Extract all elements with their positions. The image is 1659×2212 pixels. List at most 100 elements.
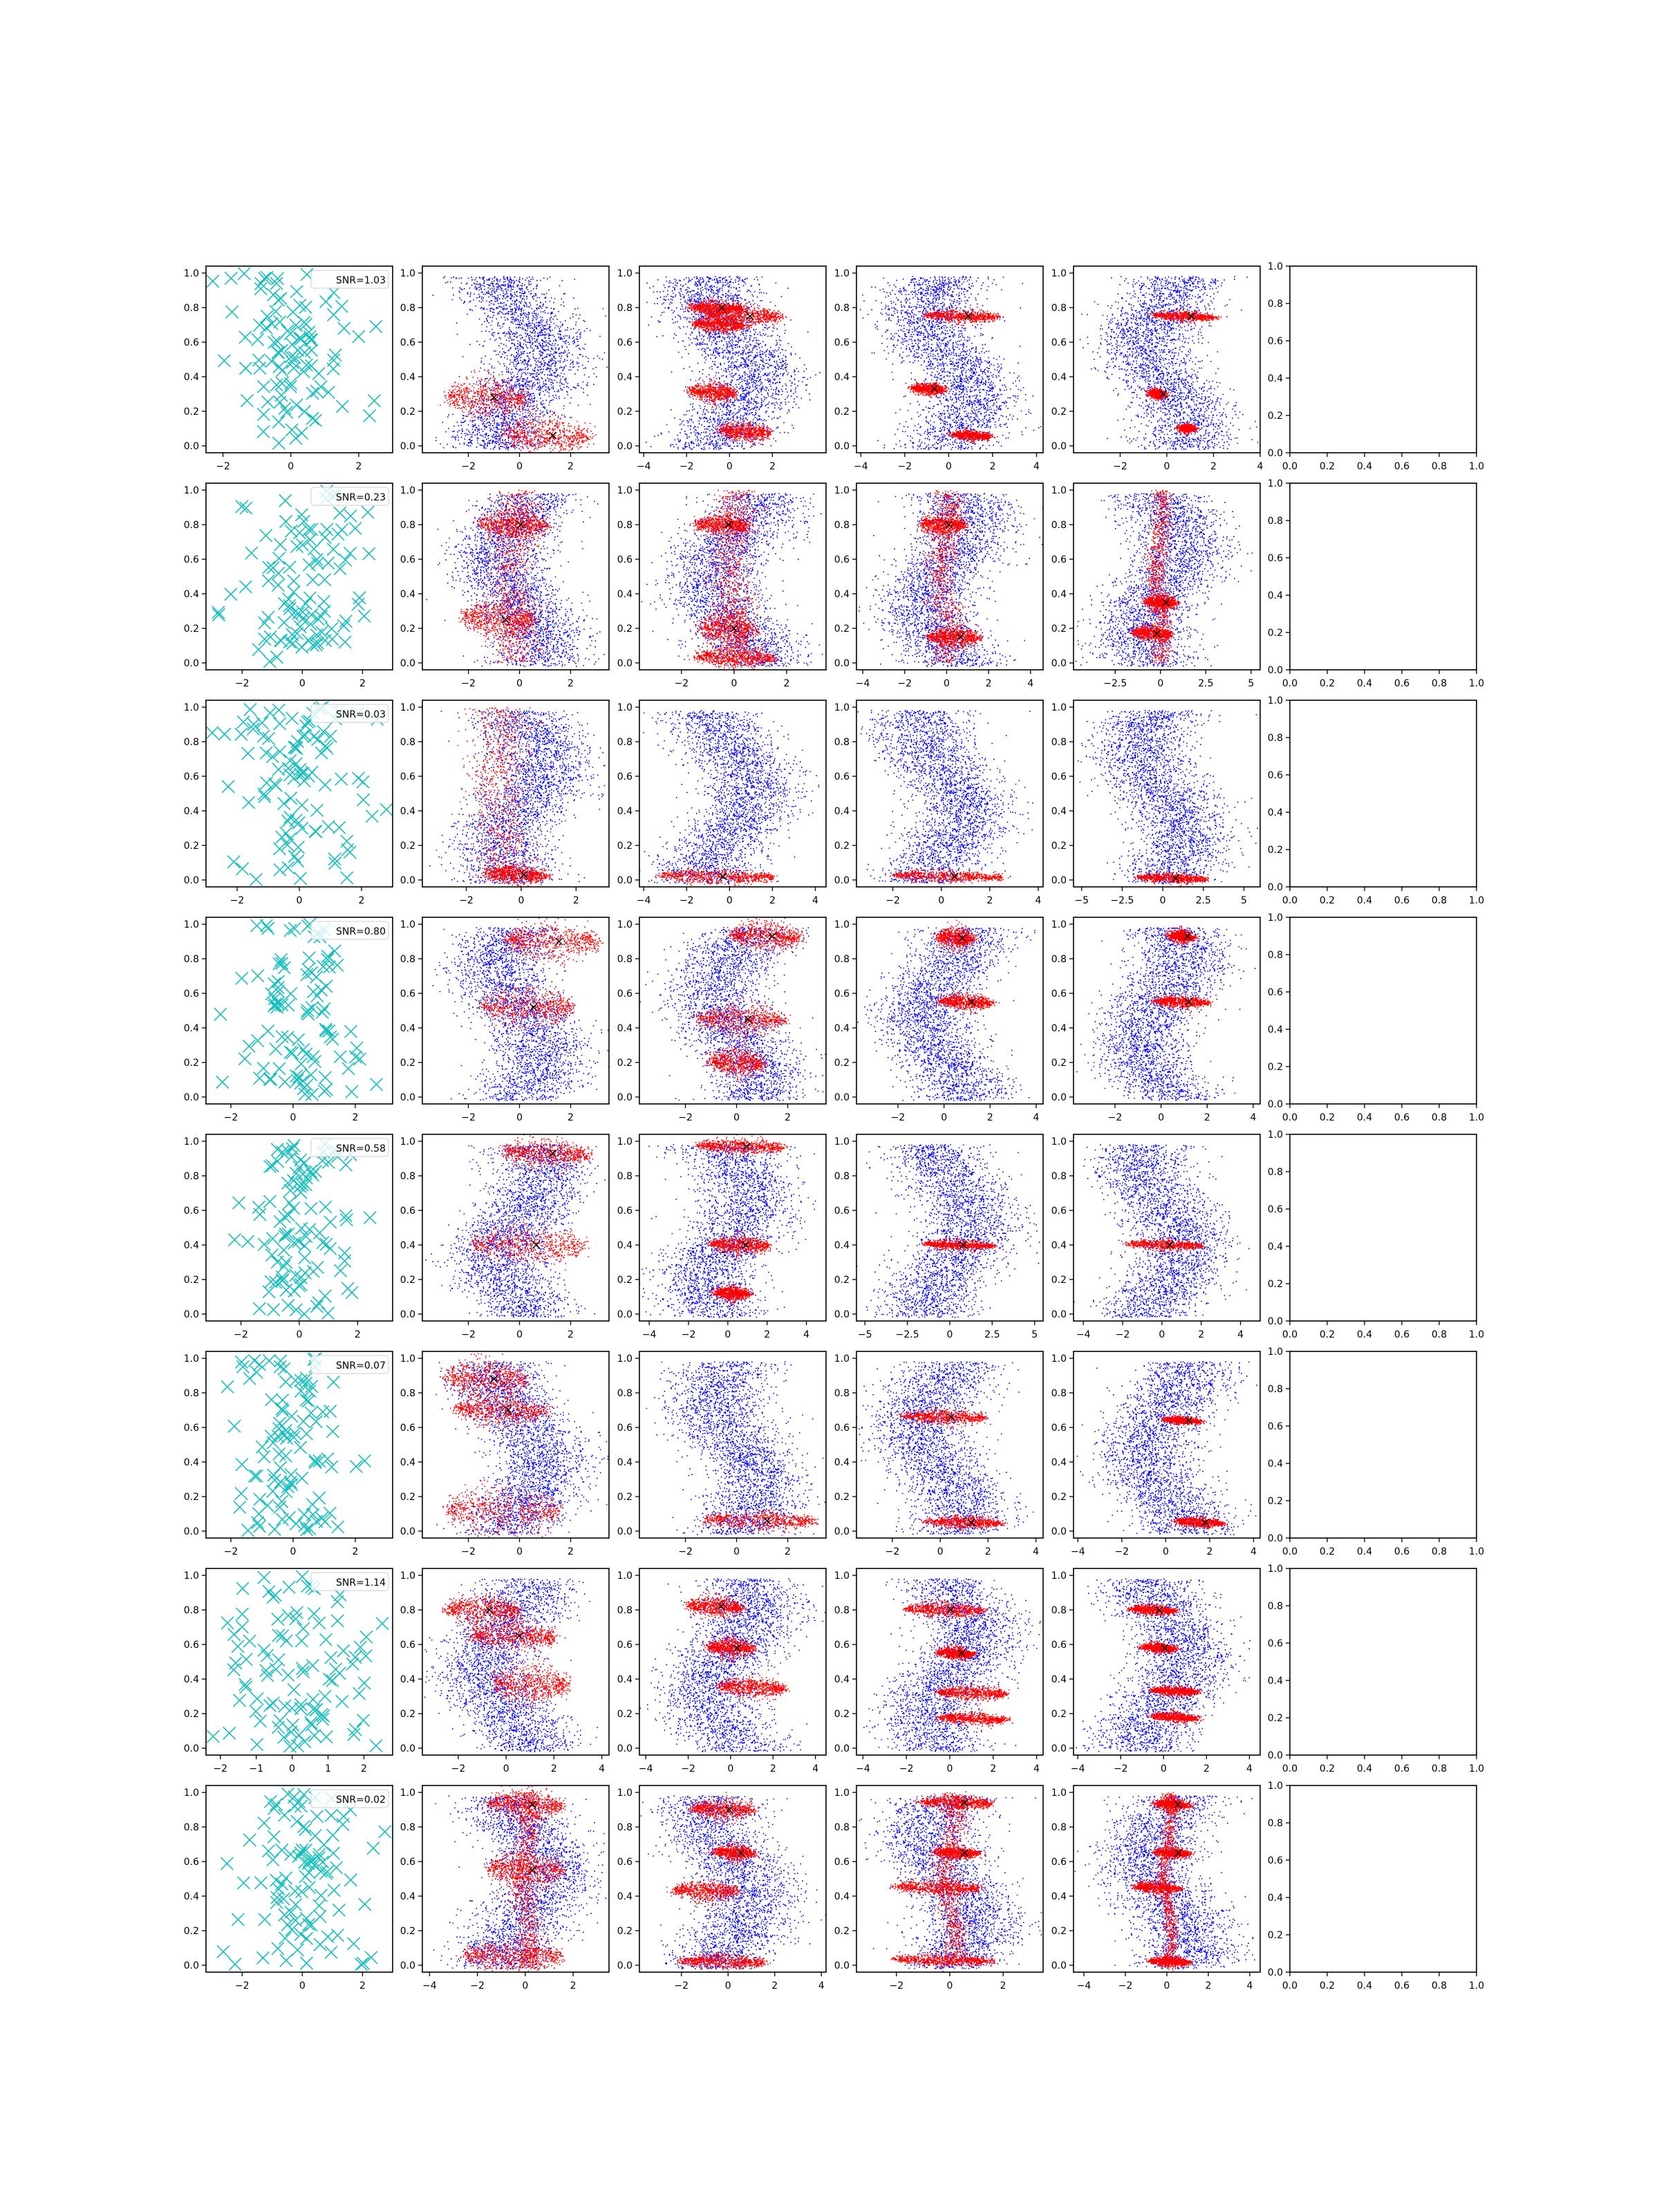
y-tick-label: 0.8	[834, 1605, 850, 1616]
x-tick-label: 0	[731, 678, 737, 689]
y-tick-label: 1.0	[1268, 695, 1283, 706]
y-tick-label: 1.0	[184, 485, 199, 496]
y-tick-label: 0.6	[617, 988, 632, 1000]
y-tick-label: 0.6	[184, 1640, 199, 1651]
y-tick-label: 0.0	[1051, 1960, 1067, 1971]
y-tick-label: 0.4	[1051, 1457, 1067, 1468]
y-tick-label: 0.2	[1051, 1275, 1067, 1286]
y-tick-label: 0.2	[617, 1709, 632, 1720]
y-tick-label: 0.6	[1268, 336, 1283, 347]
y-tick-label: 1.0	[834, 702, 850, 713]
y-tick-label: 0.2	[617, 1058, 632, 1069]
x-tick-label: 0.0	[1282, 461, 1297, 472]
y-tick-label: 0.0	[617, 658, 632, 669]
x-tick-label: −2	[1118, 1980, 1133, 1991]
x-tick-label: 0	[522, 1980, 528, 1991]
y-tick-label: 0.2	[617, 1275, 632, 1286]
y-tick-label: 1.0	[400, 1136, 415, 1147]
x-tick-label: 2	[355, 1329, 361, 1340]
x-tick-label: 4	[1033, 461, 1040, 472]
y-tick-label: 0.8	[617, 1171, 632, 1182]
y-tick-label: 0.0	[1051, 875, 1067, 886]
y-tick-label: 0.2	[1051, 1709, 1067, 1720]
x-tick-label: −2	[675, 678, 689, 689]
x-tick-label: 4	[1027, 678, 1033, 689]
x-tick-label: 4	[1247, 1980, 1253, 1991]
x-tick-label: −4	[1076, 1329, 1091, 1340]
y-tick-label: 0.2	[834, 1058, 850, 1069]
y-tick-label: 0.8	[1268, 516, 1283, 527]
y-tick-label: 1.0	[400, 702, 415, 713]
y-tick-label: 0.2	[1268, 1279, 1283, 1290]
y-tick-label: 0.0	[1051, 1526, 1067, 1537]
y-tick-label: 0.2	[1051, 624, 1067, 635]
x-tick-label: 2	[785, 1546, 791, 1557]
y-tick-label: 0.6	[1268, 1204, 1283, 1215]
y-tick-label: 0.2	[617, 624, 632, 635]
x-tick-label: 0.2	[1320, 1329, 1335, 1340]
x-tick-label: 0	[516, 678, 523, 689]
y-tick-label: 0.0	[184, 441, 199, 452]
x-tick-label: 0	[516, 1112, 523, 1123]
x-tick-label: −2	[890, 1980, 904, 1991]
y-tick-label: 0.2	[1051, 1926, 1067, 1937]
y-tick-label: 0.6	[400, 1640, 415, 1651]
x-tick-label: 0	[288, 461, 294, 472]
y-tick-label: 0.6	[1051, 1857, 1067, 1868]
x-tick-label: 2	[359, 1980, 366, 1991]
x-tick-label: 0.0	[1282, 1980, 1297, 1991]
y-tick-label: 0.6	[1268, 770, 1283, 781]
x-tick-label: −2	[461, 1329, 476, 1340]
y-tick-label: 0.8	[184, 1822, 199, 1833]
x-tick-label: 2	[771, 1980, 778, 1991]
y-tick-label: 1.0	[834, 1788, 850, 1799]
y-tick-label: 0.2	[617, 841, 632, 852]
y-tick-label: 0.4	[834, 1891, 850, 1902]
y-tick-label: 0.0	[184, 1092, 199, 1103]
y-tick-label: 1.0	[617, 702, 632, 713]
x-tick-label: 1.0	[1469, 1112, 1484, 1123]
y-tick-label: 0.8	[834, 303, 850, 314]
x-tick-label: 4	[812, 1763, 818, 1774]
x-tick-label: 4	[1237, 1329, 1244, 1340]
y-tick-label: 0.4	[1268, 1241, 1283, 1253]
y-tick-label: 0.2	[1051, 1492, 1067, 1503]
x-tick-label: −2	[1113, 461, 1127, 472]
y-tick-label: 0.8	[1268, 299, 1283, 310]
x-tick-label: 4	[1033, 1763, 1040, 1774]
x-tick-label: 2	[990, 1763, 996, 1774]
y-tick-label: 0.6	[400, 1206, 415, 1217]
y-tick-label: 0.4	[1268, 1024, 1283, 1035]
y-tick-label: 0.2	[184, 1275, 199, 1286]
y-tick-label: 1.0	[834, 268, 850, 279]
x-tick-label: −2	[461, 1112, 476, 1123]
x-tick-label: −4	[637, 461, 651, 472]
y-tick-label: 1.0	[1268, 1347, 1283, 1358]
x-tick-label: 2	[551, 1763, 557, 1774]
x-tick-label: 0	[946, 461, 952, 472]
y-tick-label: 0.0	[400, 1526, 415, 1537]
y-tick-label: 0.4	[400, 1240, 415, 1251]
y-tick-label: 0.0	[834, 441, 850, 452]
x-tick-label: 0	[947, 1329, 953, 1340]
x-tick-label: 1.0	[1469, 461, 1484, 472]
y-tick-label: 0.6	[1268, 987, 1283, 998]
y-tick-label: 0.8	[400, 954, 415, 965]
y-tick-label: 0.8	[1051, 303, 1067, 314]
y-tick-label: 0.2	[1268, 1496, 1283, 1507]
y-tick-label: 0.0	[184, 875, 199, 886]
y-tick-label: 0.0	[400, 441, 415, 452]
x-tick-label: −2	[899, 1763, 914, 1774]
x-tick-label: 0	[297, 895, 303, 906]
y-tick-label: 0.8	[617, 303, 632, 314]
y-tick-label: 0.4	[184, 1891, 199, 1902]
y-tick-label: 0.2	[400, 1275, 415, 1286]
y-tick-label: 0.2	[617, 406, 632, 418]
x-tick-label: 0.0	[1282, 1329, 1297, 1340]
y-tick-label: 0.6	[834, 771, 850, 782]
snr-legend-label: SNR=0.03	[336, 709, 386, 720]
y-tick-label: 0.2	[400, 1492, 415, 1503]
y-tick-label: 0.2	[1051, 841, 1067, 852]
x-tick-label: 0	[937, 1546, 944, 1557]
x-tick-label: 2.5	[984, 1329, 1000, 1340]
